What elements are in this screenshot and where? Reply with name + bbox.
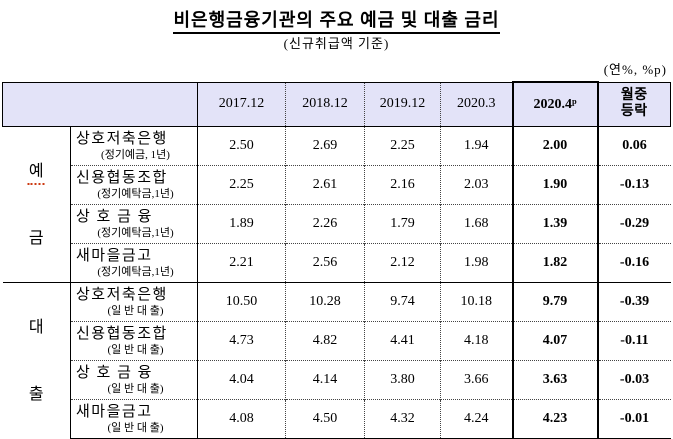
rate-cell: 4.08 bbox=[197, 399, 286, 439]
rate-cell-latest: 1.90 bbox=[511, 165, 599, 205]
rate-cell: 2.26 bbox=[285, 204, 365, 244]
institution-product-type: (일 반 대 출) bbox=[107, 344, 164, 356]
rate-cell: 4.41 bbox=[364, 321, 441, 361]
rate-cell: 2.03 bbox=[440, 165, 513, 205]
rate-cell: 4.50 bbox=[285, 399, 365, 439]
table-row: 신용협동조합 (정기예탁금,1년) 2.25 2.61 2.16 2.03 1.… bbox=[3, 165, 671, 205]
col-header-2019-12: 2019.12 bbox=[364, 81, 441, 127]
institution-product-type: (정기예탁금,1년) bbox=[97, 266, 174, 278]
rate-cell: 1.98 bbox=[440, 243, 513, 283]
rate-cell-latest: 2.00 bbox=[511, 126, 599, 166]
rate-cell: 1.89 bbox=[197, 204, 286, 244]
rate-cell: 2.12 bbox=[364, 243, 441, 283]
rate-cell: 10.28 bbox=[285, 282, 365, 322]
institution-name: 새마을금고 bbox=[76, 404, 153, 420]
col-header-2020-3: 2020.3 bbox=[440, 81, 513, 127]
rate-cell: 3.66 bbox=[440, 360, 513, 400]
rate-cell: 9.74 bbox=[364, 282, 441, 322]
rate-cell-change: -0.11 bbox=[597, 321, 671, 361]
institution-product-type: (정기예탁금,1년) bbox=[97, 227, 174, 239]
rate-cell: 3.80 bbox=[364, 360, 441, 400]
corner-cell bbox=[2, 81, 198, 127]
rate-cell-latest: 1.82 bbox=[511, 243, 599, 283]
table-row: 예 금 상호저축은행 (정기예금, 1년) 2.50 2.69 2.25 1.9… bbox=[2, 126, 671, 283]
rate-cell: 1.68 bbox=[440, 204, 513, 244]
rate-cell: 2.16 bbox=[364, 165, 441, 205]
rate-cell: 2.56 bbox=[285, 243, 365, 283]
col-header-2020-4-provisional: 2020.4ᵖ bbox=[511, 81, 599, 127]
page-subtitle: (신규취급액 기준) bbox=[283, 36, 390, 51]
col-header-monthly-change: 월중 등락 bbox=[597, 81, 671, 127]
institution-product-type: (일 반 대 출) bbox=[107, 383, 164, 395]
institution-cell: 신용협동조합 (정기예탁금,1년) bbox=[70, 165, 198, 205]
table-row: 상 호 금 융 (정기예탁금,1년) 1.89 2.26 1.79 1.68 1… bbox=[3, 204, 671, 244]
rate-cell-change: -0.03 bbox=[597, 360, 671, 400]
table-row: 신용협동조합 (일 반 대 출) 4.73 4.82 4.41 4.18 4.0… bbox=[3, 321, 671, 361]
unit-note: (연%, %p) bbox=[603, 62, 667, 77]
rate-cell-latest: 4.23 bbox=[511, 399, 599, 439]
institution-name: 신용협동조합 bbox=[76, 170, 168, 186]
institution-product-type: (정기예금, 1년) bbox=[101, 149, 170, 161]
page-title: 비은행금융기관의 주요 예금 및 대출 금리 bbox=[173, 9, 500, 34]
group-label-cell: 대 출 bbox=[2, 282, 71, 439]
institution-cell: 새마을금고 (일 반 대 출) bbox=[70, 399, 198, 439]
rate-cell-latest: 4.07 bbox=[511, 321, 599, 361]
institution-name: 상호저축은행 bbox=[76, 287, 168, 303]
col-header-2017-12: 2017.12 bbox=[197, 81, 286, 127]
rate-cell: 10.50 bbox=[197, 282, 286, 322]
rate-cell: 1.94 bbox=[440, 126, 513, 166]
institution-cell: 상호저축은행 (정기예금, 1년) bbox=[70, 126, 198, 166]
rate-cell-change: -0.39 bbox=[597, 282, 671, 322]
rate-cell: 2.50 bbox=[197, 126, 286, 166]
group-label-cell: 예 금 bbox=[2, 126, 71, 283]
institution-cell: 새마을금고 (정기예탁금,1년) bbox=[70, 243, 198, 283]
group-label: 대 출 bbox=[28, 318, 44, 403]
institution-product-type: (일 반 대 출) bbox=[107, 422, 164, 434]
spellcheck-underline bbox=[27, 183, 45, 185]
rate-cell: 2.69 bbox=[285, 126, 365, 166]
rate-cell-change: 0.06 bbox=[597, 126, 671, 166]
institution-cell: 상 호 금 융 (정기예탁금,1년) bbox=[70, 204, 198, 244]
rate-cell: 4.18 bbox=[440, 321, 513, 361]
rate-cell-change: -0.16 bbox=[597, 243, 671, 283]
table-row: 대 출 상호저축은행 (일 반 대 출) 10.50 10.28 9.74 10… bbox=[2, 282, 671, 439]
group-label: 예 금 bbox=[28, 162, 44, 247]
rate-cell: 4.14 bbox=[285, 360, 365, 400]
rate-cell: 4.24 bbox=[440, 399, 513, 439]
rate-cell-latest: 1.39 bbox=[511, 204, 599, 244]
institution-cell: 상 호 금 융 (일 반 대 출) bbox=[70, 360, 198, 400]
institution-name: 상호저축은행 bbox=[76, 131, 168, 147]
rate-cell: 4.32 bbox=[364, 399, 441, 439]
rates-table: 2017.12 2018.12 2019.12 2020.3 2020.4ᵖ 월… bbox=[2, 81, 671, 439]
rate-cell: 2.21 bbox=[197, 243, 286, 283]
rate-cell: 10.18 bbox=[440, 282, 513, 322]
table-row: 새마을금고 (정기예탁금,1년) 2.21 2.56 2.12 1.98 1.8… bbox=[3, 243, 671, 283]
rate-cell-change: -0.01 bbox=[597, 399, 671, 439]
rate-cell-latest: 9.79 bbox=[511, 282, 599, 322]
institution-name: 새마을금고 bbox=[76, 248, 153, 264]
rate-cell-change: -0.13 bbox=[597, 165, 671, 205]
table-row: 상 호 금 융 (일 반 대 출) 4.04 4.14 3.80 3.66 3.… bbox=[3, 360, 671, 400]
rate-cell: 2.25 bbox=[197, 165, 286, 205]
rate-cell: 2.61 bbox=[285, 165, 365, 205]
rate-cell: 4.04 bbox=[197, 360, 286, 400]
table-row: 새마을금고 (일 반 대 출) 4.08 4.50 4.32 4.24 4.23… bbox=[3, 399, 671, 439]
institution-name: 상 호 금 융 bbox=[76, 365, 153, 381]
institution-name: 신용협동조합 bbox=[76, 326, 168, 342]
header-row: 2017.12 2018.12 2019.12 2020.3 2020.4ᵖ 월… bbox=[2, 81, 671, 127]
institution-cell: 상호저축은행 (일 반 대 출) bbox=[70, 282, 198, 322]
institution-product-type: (일 반 대 출) bbox=[107, 305, 164, 317]
institution-product-type: (정기예탁금,1년) bbox=[97, 188, 174, 200]
institution-name: 상 호 금 융 bbox=[76, 209, 153, 225]
rate-cell: 1.79 bbox=[364, 204, 441, 244]
rate-cell-latest: 3.63 bbox=[511, 360, 599, 400]
institution-cell: 신용협동조합 (일 반 대 출) bbox=[70, 321, 198, 361]
rate-cell-change: -0.29 bbox=[597, 204, 671, 244]
title-block: 비은행금융기관의 주요 예금 및 대출 금리 (신규취급액 기준) bbox=[0, 0, 673, 52]
rate-cell: 4.82 bbox=[285, 321, 365, 361]
rate-cell: 4.73 bbox=[197, 321, 286, 361]
rate-cell: 2.25 bbox=[364, 126, 441, 166]
col-header-2018-12: 2018.12 bbox=[285, 81, 365, 127]
